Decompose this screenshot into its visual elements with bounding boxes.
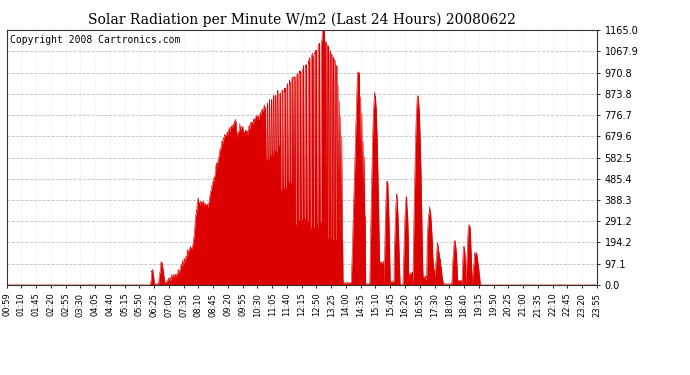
Text: Copyright 2008 Cartronics.com: Copyright 2008 Cartronics.com <box>10 35 180 45</box>
Title: Solar Radiation per Minute W/m2 (Last 24 Hours) 20080622: Solar Radiation per Minute W/m2 (Last 24… <box>88 13 516 27</box>
